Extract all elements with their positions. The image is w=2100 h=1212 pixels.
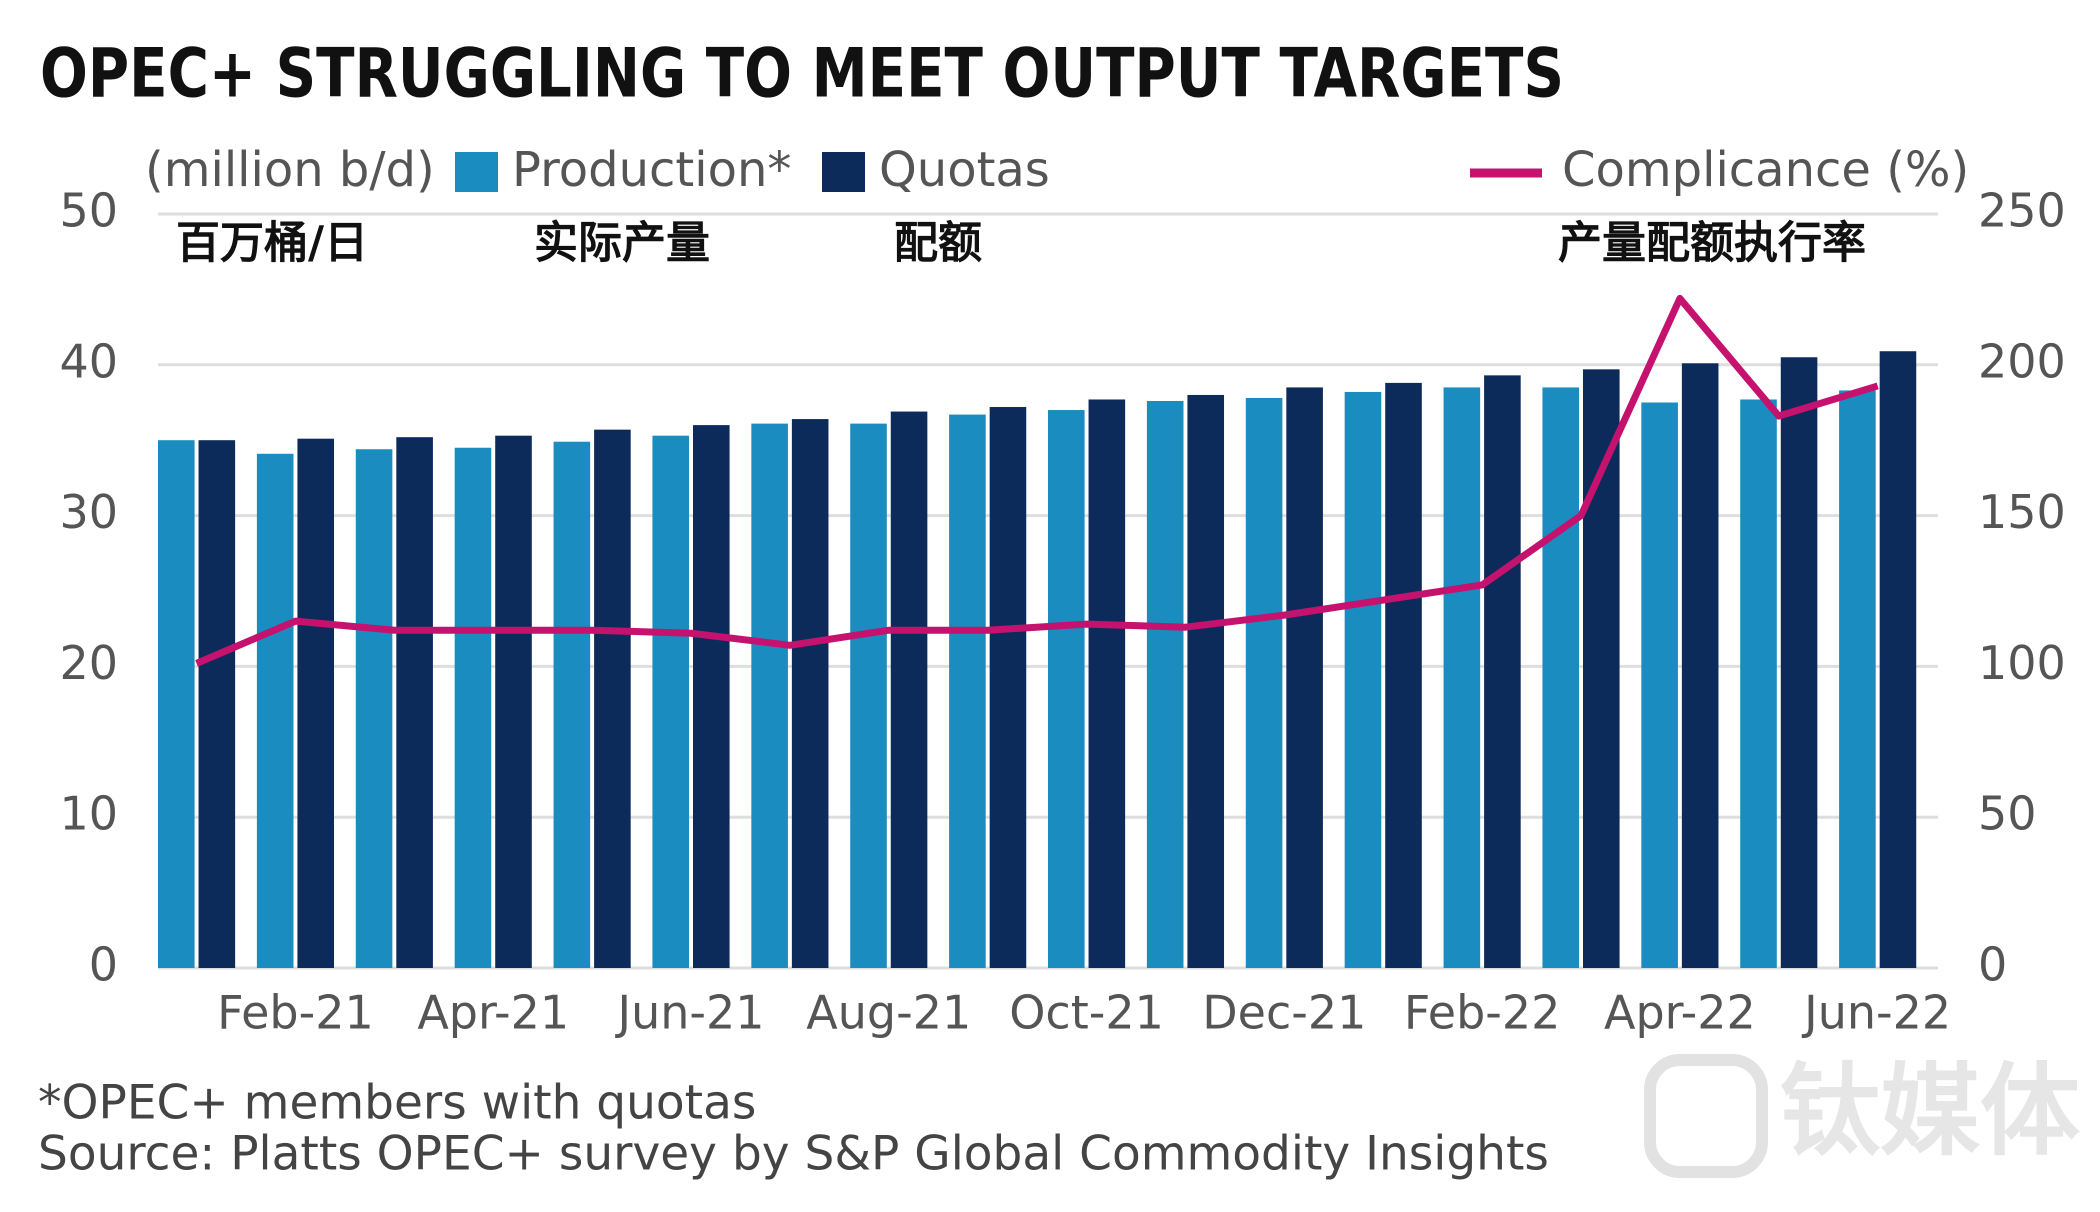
- x-tick-label: Feb-22: [1404, 986, 1561, 1040]
- annotation: 百万桶/日: [176, 218, 368, 269]
- y-tick-label: 30: [59, 485, 118, 539]
- bar: [256, 453, 294, 969]
- bar: [495, 435, 532, 968]
- bar: [1146, 400, 1184, 968]
- x-tick-label: Jun-21: [615, 986, 765, 1040]
- bar: [158, 440, 195, 968]
- bar: [1344, 391, 1382, 969]
- bar: [1839, 390, 1876, 968]
- bar: [1681, 363, 1719, 968]
- y2-tick-label: 100: [1978, 636, 2066, 690]
- bar: [989, 407, 1027, 968]
- y2-tick-label: 200: [1978, 334, 2066, 388]
- bar: [1088, 399, 1126, 968]
- y-tick-label: 0: [89, 938, 118, 992]
- bar: [1780, 357, 1818, 968]
- bar: [594, 429, 631, 968]
- legend-label: Production*: [512, 142, 791, 198]
- bar: [198, 440, 236, 968]
- bar: [553, 441, 591, 968]
- bar: [297, 438, 335, 968]
- bar: [1879, 351, 1917, 968]
- bar: [949, 414, 986, 969]
- bar: [396, 437, 433, 969]
- bar: [890, 411, 928, 969]
- bar: [1542, 387, 1580, 968]
- x-tick-label: Oct-21: [1009, 986, 1164, 1040]
- annotation: 配额: [894, 218, 982, 269]
- y2-tick-label: 0: [1978, 938, 2007, 992]
- line: [195, 294, 1879, 667]
- y2-tick-label: 250: [1978, 184, 2066, 238]
- y-tick-label: 40: [59, 334, 118, 388]
- x-tick-label: Apr-21: [417, 986, 569, 1040]
- bar: [1385, 382, 1422, 968]
- annotation: 产量配额执行率: [1558, 218, 1866, 269]
- bar: [1582, 369, 1620, 969]
- bar: [850, 423, 887, 968]
- bar: [652, 435, 690, 968]
- legend-label: Complicance (%): [1562, 142, 1969, 198]
- bar: [1484, 375, 1521, 969]
- legend-swatch: [455, 152, 498, 192]
- watermark: 钛媒体: [1780, 1052, 2080, 1169]
- bar: [1443, 387, 1481, 968]
- bar: [692, 425, 730, 968]
- x-tick-label: Jun-22: [1801, 986, 1951, 1040]
- bar: [1740, 399, 1777, 968]
- y2-tick-label: 150: [1978, 485, 2066, 539]
- bar: [1245, 397, 1283, 968]
- bar: [1641, 402, 1678, 968]
- bar: [751, 423, 788, 968]
- bar: [1187, 394, 1225, 969]
- bar: [1286, 387, 1323, 968]
- y-tick-label: 20: [59, 636, 118, 690]
- y-tick-label: 50: [59, 184, 118, 238]
- x-tick-label: Apr-22: [1604, 986, 1756, 1040]
- legend-label: Quotas: [879, 142, 1050, 198]
- x-tick-label: Aug-21: [806, 986, 971, 1040]
- bar: [791, 419, 829, 968]
- footnote: *OPEC+ members with quotas: [38, 1076, 756, 1131]
- bar: [1048, 410, 1085, 968]
- y2-tick-label: 50: [1978, 787, 2037, 841]
- x-tick-label: Feb-21: [217, 986, 374, 1040]
- bar: [355, 449, 393, 968]
- y-axis-label: (million b/d): [145, 142, 435, 198]
- footnote: Source: Platts OPEC+ survey by S&P Globa…: [38, 1127, 1549, 1182]
- legend-swatch: [822, 152, 865, 192]
- x-tick-label: Dec-21: [1202, 986, 1366, 1040]
- annotation: 实际产量: [534, 218, 710, 269]
- y-tick-label: 10: [59, 787, 118, 841]
- bar: [454, 447, 492, 968]
- chart-title: OPEC+ STRUGGLING TO MEET OUTPUT TARGETS: [40, 35, 1564, 114]
- watermark-logo: [1644, 1054, 1768, 1178]
